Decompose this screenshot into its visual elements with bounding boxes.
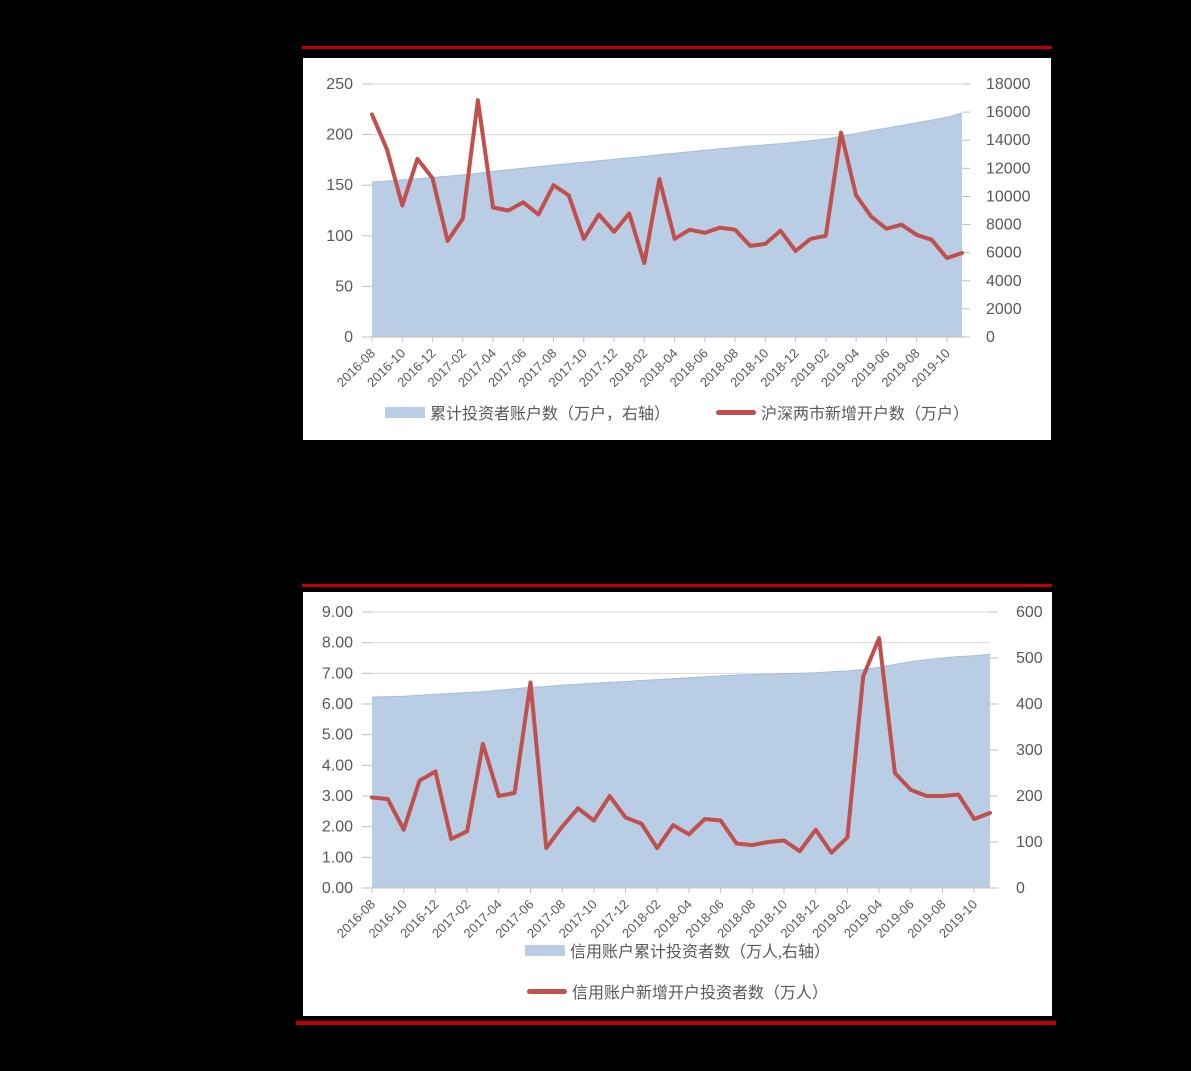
svg-text:100: 100 bbox=[1016, 834, 1043, 851]
chart-panel-investor-accounts: 0 50 100 150 200 250 0 2000 4000 6000 8000 10000 120… bbox=[303, 58, 1051, 440]
svg-text:1.00: 1.00 bbox=[322, 849, 353, 866]
svg-text:150: 150 bbox=[326, 177, 353, 194]
area-series-swatch bbox=[524, 944, 565, 956]
svg-text:250: 250 bbox=[326, 76, 353, 93]
svg-text:14000: 14000 bbox=[986, 132, 1031, 149]
svg-text:100: 100 bbox=[326, 228, 353, 245]
svg-text:2.00: 2.00 bbox=[322, 819, 353, 836]
legend-label-margin-new: 信用账户新增开户投资者数（万人） bbox=[571, 985, 828, 1002]
area-series-swatch bbox=[384, 406, 425, 418]
svg-text:200: 200 bbox=[1016, 788, 1043, 805]
chart-panel-margin-accounts: 0.00 1.00 2.00 3.00 4.00 5.00 6.00 7.00 8.00 9.00… bbox=[303, 592, 1052, 1016]
svg-text:16000: 16000 bbox=[986, 104, 1031, 121]
legend-item-margin-new: 信用账户新增开户投资者数（万人） bbox=[526, 979, 828, 1003]
svg-text:400: 400 bbox=[1016, 696, 1043, 713]
top-divider bbox=[302, 46, 1052, 49]
svg-text:300: 300 bbox=[1016, 742, 1043, 759]
svg-text:12000: 12000 bbox=[986, 160, 1031, 177]
legend-chart2-row1: 信用账户累计投资者数（万人,右轴） bbox=[303, 938, 1052, 962]
bottom-divider bbox=[296, 1021, 1056, 1025]
svg-text:0: 0 bbox=[986, 329, 995, 346]
svg-text:2000: 2000 bbox=[986, 301, 1022, 318]
middle-divider bbox=[302, 584, 1052, 587]
legend-item-new-accounts: 沪深两市新增开户数（万户） bbox=[716, 400, 969, 424]
legend-chart2-row2: 信用账户新增开户投资者数（万人） bbox=[303, 979, 1052, 1003]
svg-text:0.00: 0.00 bbox=[322, 880, 353, 897]
svg-text:6000: 6000 bbox=[986, 245, 1022, 262]
svg-text:4000: 4000 bbox=[986, 273, 1022, 290]
margin-accounts-chart: 0.00 1.00 2.00 3.00 4.00 5.00 6.00 7.00 8.00 9.00… bbox=[322, 604, 1043, 941]
line-series-swatch bbox=[716, 409, 756, 415]
legend-label-margin-cumulative: 信用账户累计投资者数（万人,右轴） bbox=[569, 944, 830, 961]
legend-label-new-accounts: 沪深两市新增开户数（万户） bbox=[761, 406, 970, 423]
svg-text:9.00: 9.00 bbox=[322, 604, 353, 621]
svg-text:50: 50 bbox=[335, 278, 353, 295]
svg-text:4.00: 4.00 bbox=[322, 757, 353, 774]
legend-label-cumulative-accounts: 累计投资者账户数（万户，右轴） bbox=[429, 406, 670, 423]
svg-text:200: 200 bbox=[326, 127, 353, 144]
legend-item-cumulative-accounts: 累计投资者账户数（万户，右轴） bbox=[384, 400, 670, 424]
svg-text:8000: 8000 bbox=[986, 217, 1022, 234]
svg-text:600: 600 bbox=[1016, 604, 1043, 621]
svg-text:18000: 18000 bbox=[986, 76, 1031, 93]
legend-item-margin-cumulative: 信用账户累计投资者数（万人,右轴） bbox=[524, 938, 830, 962]
svg-text:10000: 10000 bbox=[986, 188, 1031, 205]
investor-accounts-chart: 0 50 100 150 200 250 0 2000 4000 6000 8000 10000 120… bbox=[326, 76, 1031, 390]
svg-text:500: 500 bbox=[1016, 650, 1043, 667]
legend-chart1: 累计投资者账户数（万户，右轴） 沪深两市新增开户数（万户） bbox=[303, 400, 1051, 424]
svg-text:7.00: 7.00 bbox=[322, 665, 353, 682]
svg-text:8.00: 8.00 bbox=[322, 635, 353, 652]
svg-text:0: 0 bbox=[344, 329, 353, 346]
svg-text:6.00: 6.00 bbox=[322, 696, 353, 713]
line-series-swatch bbox=[526, 988, 567, 994]
svg-text:3.00: 3.00 bbox=[322, 788, 353, 805]
svg-text:5.00: 5.00 bbox=[322, 727, 353, 744]
svg-text:0: 0 bbox=[1016, 880, 1025, 897]
